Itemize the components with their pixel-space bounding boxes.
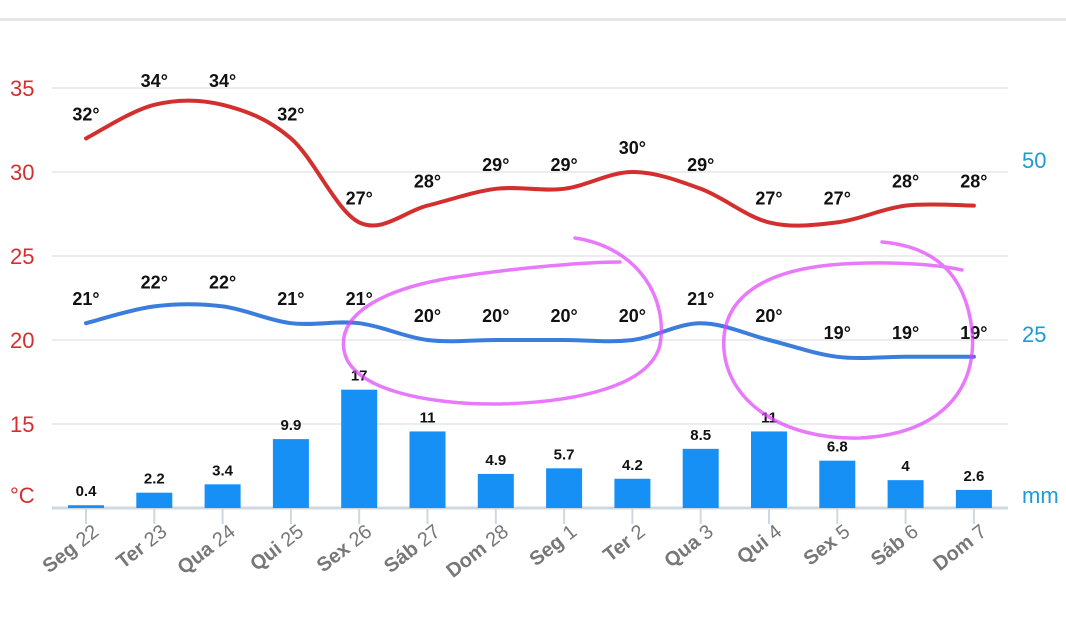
precipitation-value-label: 11	[420, 409, 436, 426]
x-axis-label: Sex 26	[313, 521, 377, 577]
max-temperature-label: 34°	[141, 71, 168, 91]
max-temperature-label: 28°	[414, 172, 441, 192]
left-axis-tick: 25	[10, 244, 34, 269]
min-temperature-label: 20°	[755, 306, 782, 326]
precipitation-value-label: 9.9	[280, 417, 301, 434]
max-temperature-label: 28°	[960, 172, 987, 192]
x-axis-label: Seg 1	[526, 521, 582, 571]
precipitation-value-label: 4.9	[485, 452, 506, 469]
precipitation-bar	[409, 431, 446, 508]
right-axis-tick: 25	[1022, 322, 1046, 347]
min-temperature-label: 21°	[277, 289, 304, 309]
max-temperature-label: 29°	[482, 155, 509, 175]
freehand-annotations	[341, 236, 975, 440]
min-temperature-label: 21°	[687, 289, 714, 309]
left-axis-tick: 20	[10, 328, 34, 353]
precipitation-value-label: 6.8	[827, 439, 848, 456]
x-axis-label: Dom 28	[442, 521, 512, 583]
min-temperature-label: 22°	[141, 272, 168, 292]
freehand-circle-right	[722, 240, 975, 440]
min-temperature-label: 21°	[72, 289, 99, 309]
precipitation-bars	[68, 389, 992, 508]
max-temperature-label: 32°	[277, 104, 304, 124]
precipitation-bar	[819, 460, 856, 508]
x-axis-label: Ter 23	[113, 521, 172, 574]
min-temperature-label: 20°	[414, 306, 441, 326]
precipitation-value-label: 5.7	[554, 446, 575, 463]
min-temperature-label: 21°	[346, 289, 373, 309]
left-axis-tick: 35	[10, 76, 34, 101]
min-temperature-line	[84, 302, 976, 361]
precipitation-bar	[682, 448, 719, 508]
x-axis-label: Sáb 6	[867, 521, 923, 571]
precipitation-bar	[341, 389, 378, 508]
precipitation-value-label: 2.2	[144, 471, 165, 488]
freehand-circle-left	[341, 236, 663, 406]
precipitation-value-label: 4.2	[622, 457, 643, 474]
precipitation-bar	[955, 489, 992, 508]
precipitation-value-label: 2.6	[963, 468, 984, 485]
max-temperature-label: 34°	[209, 71, 236, 91]
precipitation-bar	[546, 468, 583, 508]
min-temperature-label: 19°	[824, 323, 851, 343]
max-temperature-label: 28°	[892, 172, 919, 192]
max-temperature-label: 27°	[755, 188, 782, 208]
min-temperature-label: 20°	[550, 306, 577, 326]
min-temperature-label: 19°	[892, 323, 919, 343]
precipitation-value-label: 0.4	[76, 483, 98, 500]
max-temperature-label: 27°	[824, 188, 851, 208]
top-divider	[0, 18, 1066, 21]
right-axis-unit: mm	[1022, 483, 1059, 508]
max-temperature-label: 29°	[687, 155, 714, 175]
precipitation-value-label: 4	[901, 458, 910, 475]
right-axis-tick: 50	[1022, 148, 1046, 173]
max-temperature-label: 30°	[619, 138, 646, 158]
min-temperature-label: 20°	[619, 306, 646, 326]
max-temperature-line	[84, 98, 976, 228]
left-axis-tick: 30	[10, 160, 34, 185]
left-axis-unit: °C	[10, 483, 35, 508]
right-axis: mm 25 50	[1022, 148, 1059, 508]
x-axis-label: Seg 22	[39, 521, 103, 578]
x-axis-label: Qua 3	[660, 521, 717, 573]
precipitation-value-label: 8.5	[690, 427, 711, 444]
min-temperature-label: 20°	[482, 306, 509, 326]
precipitation-bar	[272, 439, 309, 508]
precipitation-bar	[887, 480, 924, 508]
precipitation-bar	[68, 505, 104, 508]
precipitation-bar	[751, 431, 787, 508]
precipitation-bar	[614, 478, 651, 508]
max-temperature-label: 27°	[346, 188, 373, 208]
max-temperature-label: 29°	[550, 155, 577, 175]
x-axis-label: Sex 5	[800, 521, 855, 571]
x-axis-label: Qua 24	[174, 521, 240, 579]
x-axis-label: Sáb 27	[380, 521, 444, 578]
precipitation-bar	[477, 473, 514, 508]
x-axis-label: Qui 4	[733, 521, 786, 569]
x-axis-label: Ter 2	[599, 521, 649, 567]
min-temperature-label: 22°	[209, 272, 236, 292]
temperature-lines	[84, 98, 976, 361]
x-axis-label: Qui 25	[246, 521, 308, 576]
precipitation-value-label: 3.4	[212, 462, 234, 479]
max-temperature-label: 32°	[72, 104, 99, 124]
left-axis: °C 15 20 25 30 35	[10, 76, 35, 508]
precipitation-bar	[204, 484, 241, 508]
left-axis-tick: 15	[10, 412, 34, 437]
precipitation-bar	[136, 492, 173, 508]
x-axis-label: Dom 7	[929, 521, 991, 576]
grid-lines	[52, 87, 1008, 510]
